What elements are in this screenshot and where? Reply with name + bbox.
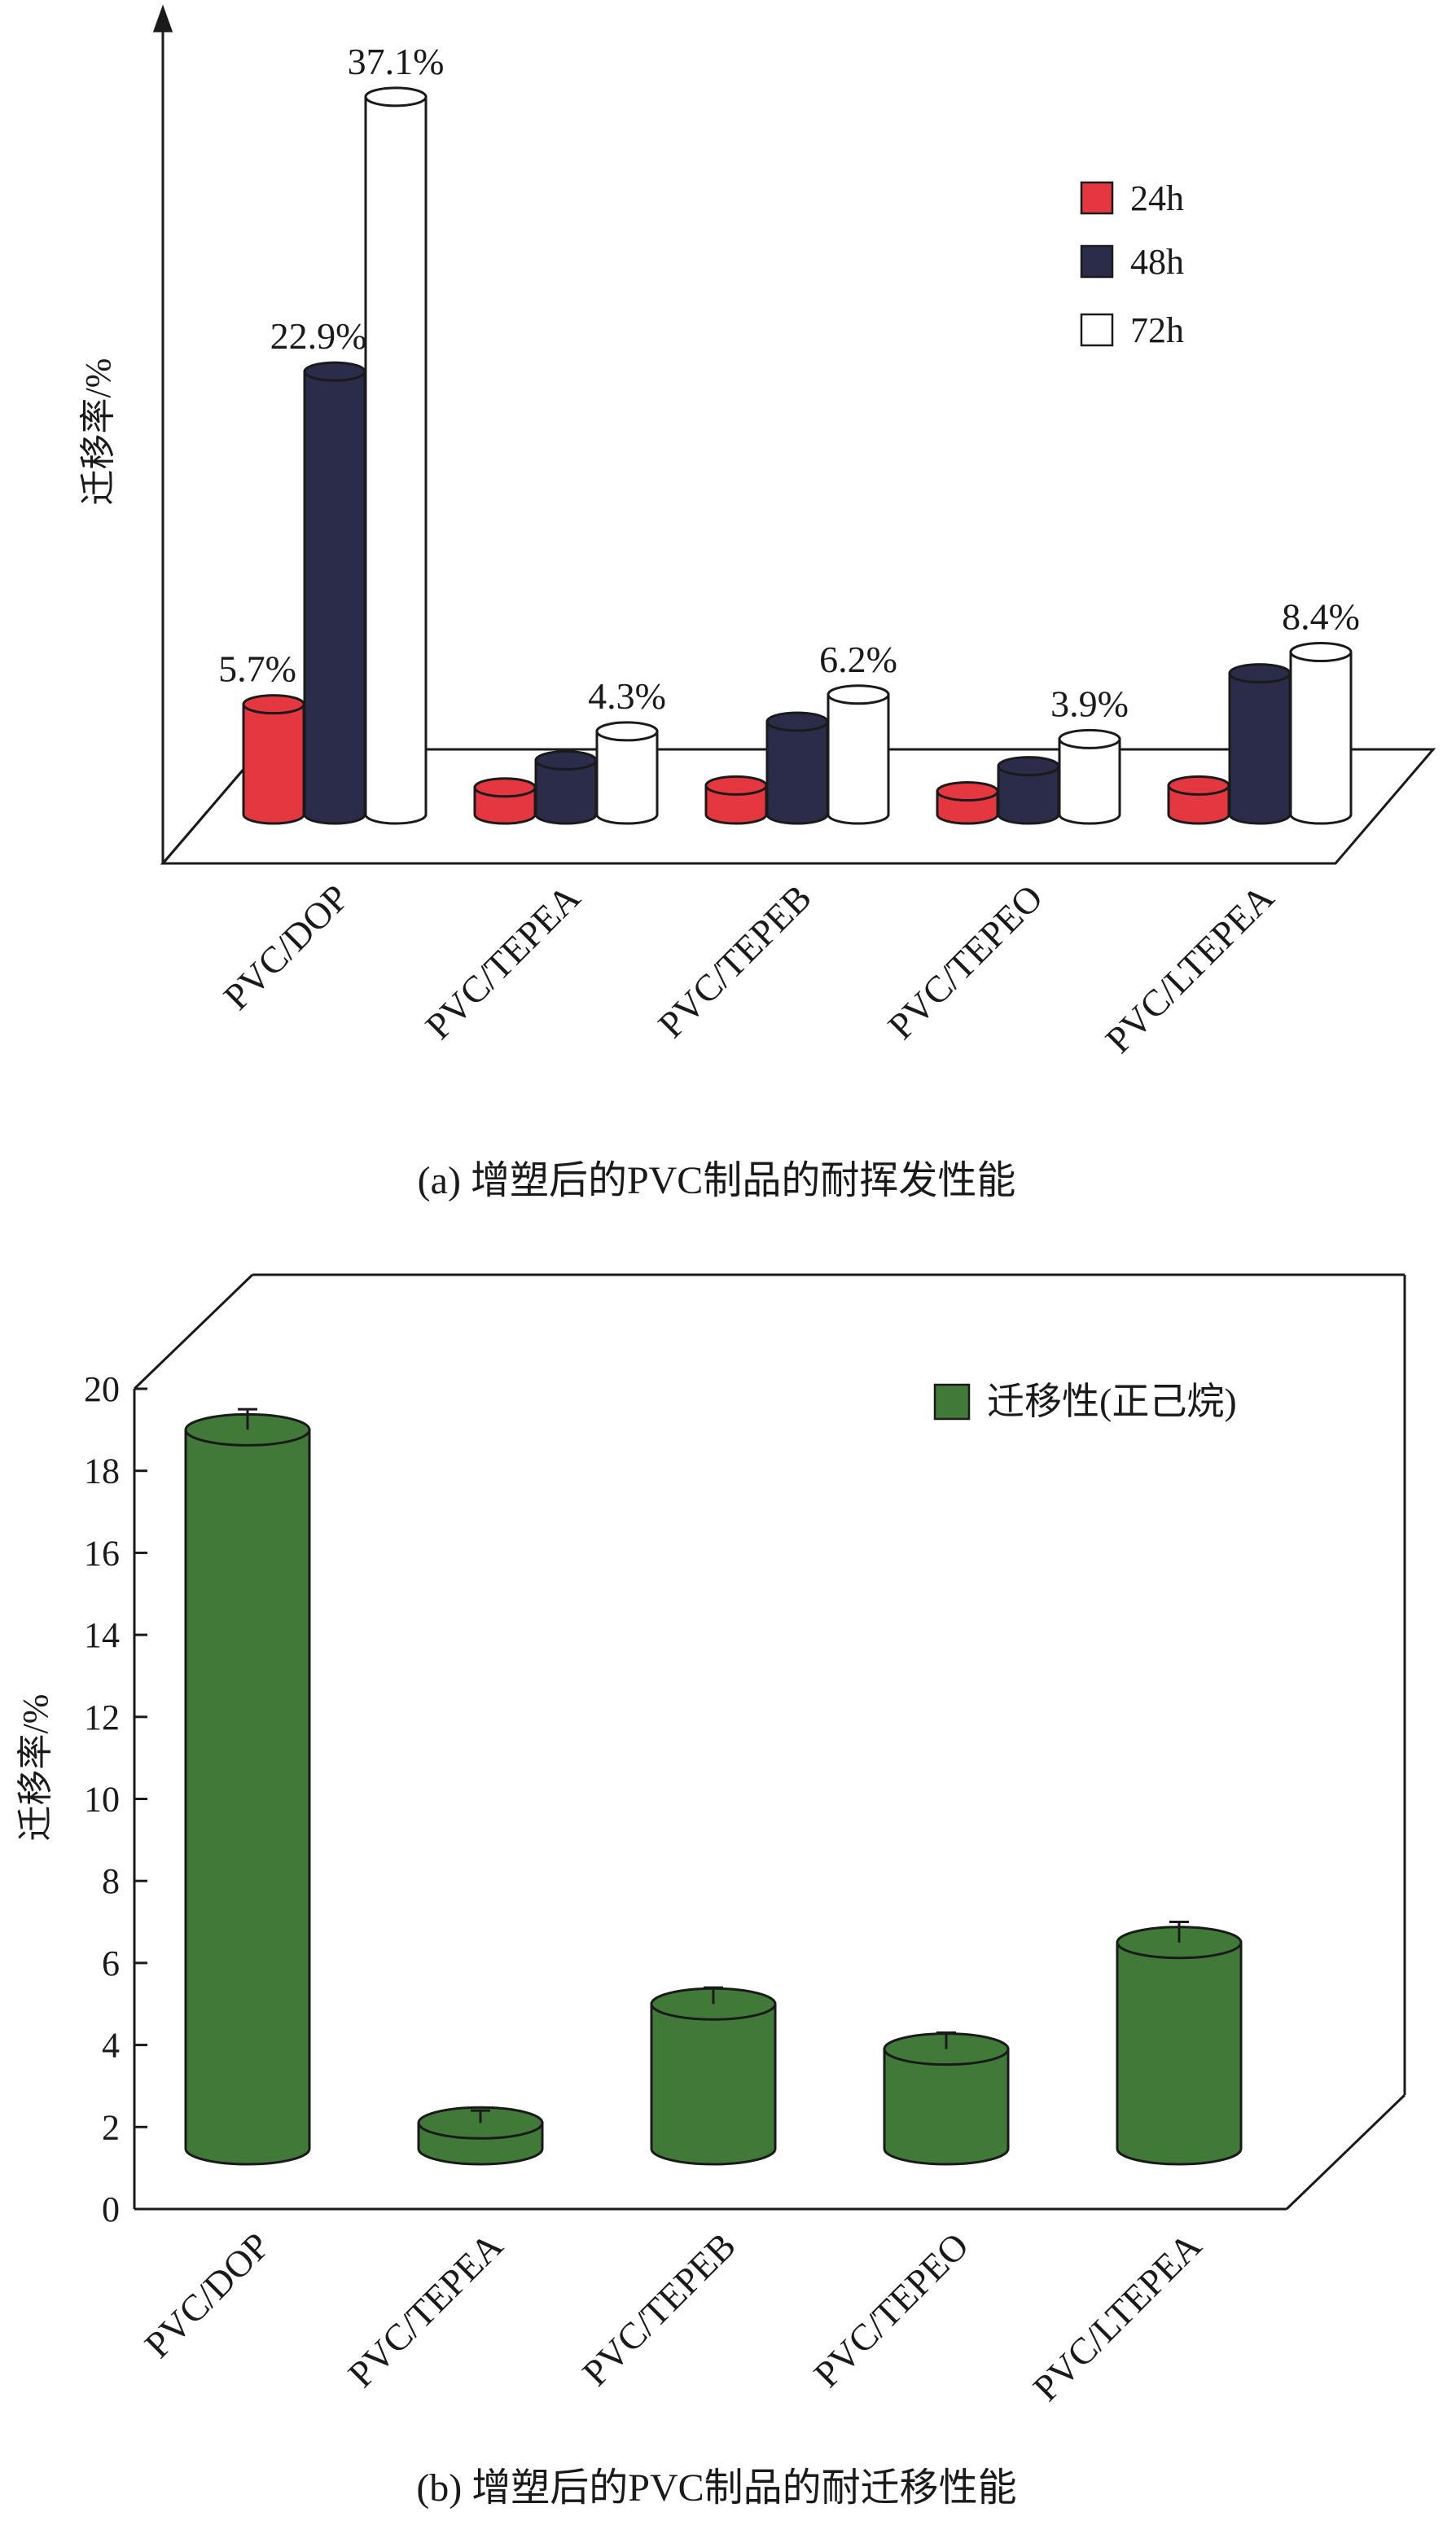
bar-pvc-tepeo-72h — [1058, 728, 1121, 825]
error-bar-pvc-dop — [238, 1408, 257, 1430]
chart-b-back-left — [133, 1273, 254, 1390]
chart-a-y-axis-label: 迁移率/% — [78, 358, 118, 506]
data-label-pvc-dop-24h: 5.7% — [218, 648, 296, 690]
y-tick-label-10: 10 — [84, 1780, 120, 1820]
y-tick-label-12: 12 — [84, 1698, 120, 1737]
chart-a-legend: 24h 48h 72h — [1080, 178, 1184, 350]
y-tick-label-18: 18 — [84, 1452, 120, 1491]
x-tick-label-a-pvc-tepeb: PVC/TEPEB — [650, 876, 819, 1046]
chart-b-y-axis-label: 迁移率/% — [15, 1694, 55, 1842]
bar-b-pvc-tepeb — [650, 1987, 777, 2166]
data-label-pvc-tepeb-72h: 6.2% — [819, 639, 897, 680]
chart-b-x-tick-labels: PVC/DOP PVC/TEPEA PVC/TEPEB PVC/TEPEO PVC/LT… — [137, 2225, 1209, 2409]
bar-pvc-tepeb-48h — [765, 711, 829, 825]
y-tick-label-0: 0 — [102, 2189, 120, 2229]
bar-pvc-tepeb-24h — [704, 775, 768, 825]
bar-pvc-dop-24h — [242, 694, 305, 825]
y-tick-label-14: 14 — [84, 1615, 120, 1655]
chart-b-caption: (b) 增塑后的PVC制品的耐迁移性能 — [416, 2466, 1016, 2510]
x-tick-label-b-pvc-tepeb: PVC/TEPEB — [574, 2225, 743, 2394]
data-label-pvc-ltepea-72h: 8.4% — [1282, 596, 1360, 638]
bar-pvc-ltepea-48h — [1228, 663, 1292, 825]
legend-swatch-48h — [1080, 244, 1114, 279]
error-bar-pvc-tepeo — [936, 2031, 956, 2049]
legend-swatch-hexane — [933, 1383, 971, 1421]
x-tick-label-b-pvc-tepea: PVC/TEPEA — [340, 2225, 511, 2396]
legend-swatch-72h — [1080, 313, 1114, 347]
data-label-pvc-dop-72h: 37.1% — [348, 41, 445, 82]
data-label-pvc-tepeo-72h: 3.9% — [1050, 683, 1129, 724]
y-tick-label-8: 8 — [102, 1861, 120, 1901]
chart-a-axes — [152, 4, 1436, 865]
legend-label-hexane: 迁移性(正己烷) — [987, 1381, 1237, 1422]
chart-a-bars — [242, 86, 1353, 825]
bar-b-pvc-dop — [184, 1412, 311, 2166]
bar-b-pvc-tepeo — [883, 2032, 1010, 2166]
legend-label-48h: 48h — [1130, 242, 1184, 282]
error-bar-pvc-tepeb — [704, 1986, 723, 2005]
chart-a-y-axis-arrow — [152, 4, 173, 33]
legend-swatch-24h — [1080, 181, 1114, 215]
chart-b-bars — [184, 1408, 1243, 2166]
x-tick-label-a-pvc-tepeo: PVC/TEPEO — [880, 876, 1051, 1047]
legend-label-24h: 24h — [1130, 178, 1184, 218]
bar-pvc-dop-72h — [364, 86, 428, 825]
bar-pvc-tepea-24h — [473, 777, 537, 825]
y-tick-label-2: 2 — [102, 2107, 120, 2147]
y-tick-label-20: 20 — [84, 1369, 120, 1409]
bar-b-pvc-ltepea — [1116, 1926, 1243, 2166]
chart-b-floor-right — [1285, 2093, 1406, 2211]
chart-a-caption: (a) 增塑后的PVC制品的耐挥发性能 — [418, 1159, 1016, 1202]
x-tick-label-b-pvc-ltepea: PVC/LTEPEA — [1025, 2225, 1209, 2409]
y-tick-label-6: 6 — [102, 1943, 120, 1983]
error-bar-pvc-ltepea — [1169, 1921, 1189, 1943]
bar-pvc-ltepea-72h — [1289, 642, 1353, 825]
bar-pvc-tepea-72h — [595, 721, 659, 825]
x-tick-label-a-pvc-tepea: PVC/TEPEA — [418, 876, 589, 1047]
chart-a-x-tick-labels: PVC/DOP PVC/TEPEA PVC/TEPEB PVC/TEPEO PVC/LT… — [216, 876, 1282, 1061]
x-tick-label-b-pvc-tepeo: PVC/TEPEO — [806, 2225, 977, 2396]
bar-pvc-tepeb-72h — [827, 684, 890, 825]
x-tick-label-a-pvc-dop: PVC/DOP — [216, 876, 357, 1017]
data-label-pvc-tepea-72h: 4.3% — [588, 675, 666, 717]
y-tick-label-4: 4 — [102, 2026, 120, 2066]
chart-b-legend: 迁移性(正己烷) — [933, 1381, 1237, 1422]
chart-b: 0 2 4 6 8 10 12 14 16 18 20 迁移率/% PVC/DOP PVC/TEPEA… — [15, 1273, 1406, 2510]
error-bar-pvc-tepea — [471, 2109, 490, 2124]
bar-pvc-dop-48h — [303, 361, 366, 825]
bar-pvc-tepea-48h — [534, 750, 598, 825]
chart-b-y-ticks: 0 2 4 6 8 10 12 14 16 18 20 — [84, 1369, 147, 2229]
bar-b-pvc-tepea — [417, 2106, 544, 2166]
bar-pvc-tepeo-24h — [936, 781, 999, 825]
data-label-pvc-dop-48h: 22.9% — [270, 315, 367, 357]
y-tick-label-16: 16 — [84, 1533, 120, 1573]
x-tick-label-b-pvc-dop: PVC/DOP — [137, 2225, 278, 2365]
bar-pvc-tepeo-48h — [997, 756, 1060, 825]
x-tick-label-a-pvc-ltepea: PVC/LTEPEA — [1098, 876, 1282, 1061]
legend-label-72h: 72h — [1130, 310, 1184, 350]
bar-pvc-ltepea-24h — [1167, 775, 1230, 825]
chart-a: 5.7% 22.9% 37.1% 4.3% 6.2% 3.9% 8.4% 迁移率/% PVC… — [78, 4, 1436, 1202]
chart-a-data-labels: 5.7% 22.9% 37.1% 4.3% 6.2% 3.9% 8.4% — [218, 41, 1360, 725]
